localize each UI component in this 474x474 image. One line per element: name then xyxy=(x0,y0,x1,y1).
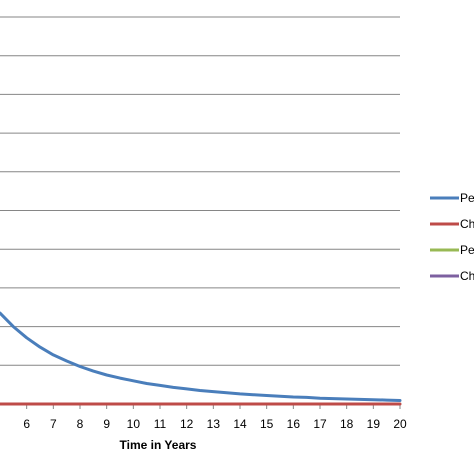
legend-label: Ch xyxy=(460,269,474,283)
x-tick-label: 8 xyxy=(77,417,84,431)
x-tick-label: 14 xyxy=(233,417,247,431)
x-tick-label: 12 xyxy=(180,417,194,431)
x-tick-label: 18 xyxy=(340,417,354,431)
x-axis-title: Time in Years xyxy=(120,438,197,452)
x-tick-label: 10 xyxy=(127,417,141,431)
series-line-1 xyxy=(0,311,402,402)
x-tick-label: 7 xyxy=(50,417,57,431)
x-tick-label: 11 xyxy=(154,417,167,431)
x-tick-label: 20 xyxy=(393,417,407,431)
gridlines xyxy=(0,16,400,405)
x-tick-label: 15 xyxy=(260,417,274,431)
legend: Pe Ch Pe Ch xyxy=(430,191,474,283)
series-lines xyxy=(0,311,402,406)
legend-label: Ch xyxy=(460,217,474,231)
legend-label: Pe xyxy=(460,191,474,205)
x-tick-label: 16 xyxy=(287,417,301,431)
x-tick-label: 19 xyxy=(367,417,381,431)
x-tick-label: 13 xyxy=(207,417,221,431)
x-tick-label: 9 xyxy=(103,417,110,431)
x-tick-label: 6 xyxy=(23,417,30,431)
x-tick-label: 17 xyxy=(313,417,327,431)
legend-label: Pe xyxy=(460,243,474,257)
x-axis: 6 7 8 9 10 11 12 13 14 15 16 17 18 19 20 xyxy=(23,404,407,431)
